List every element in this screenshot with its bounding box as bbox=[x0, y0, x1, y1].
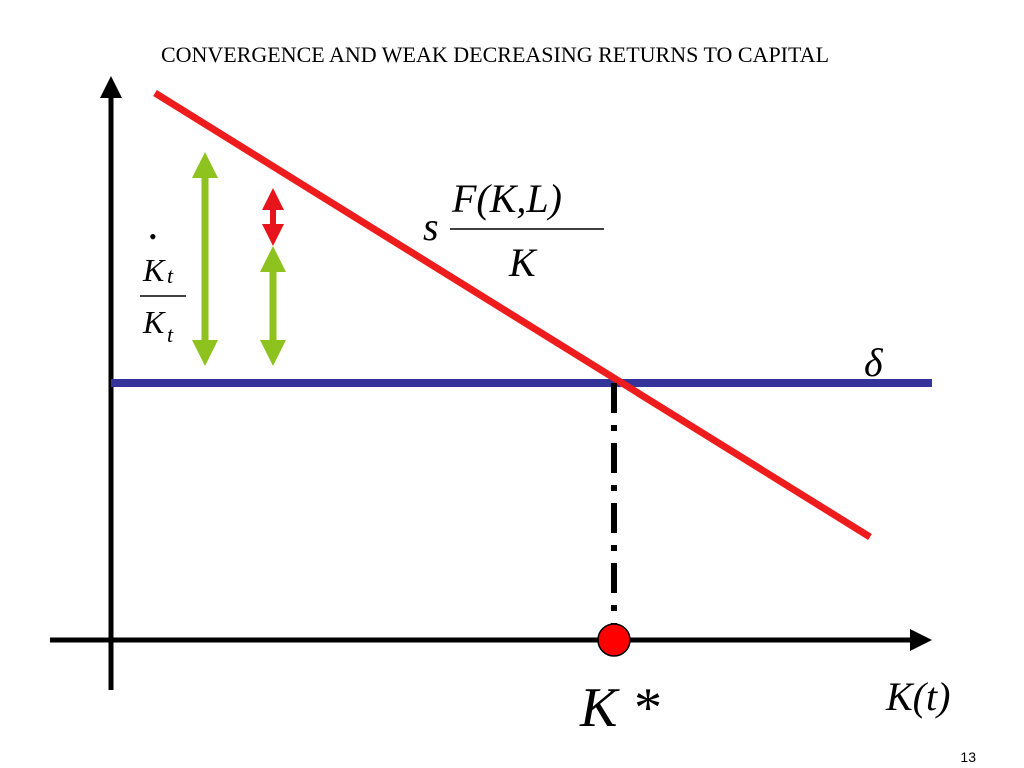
growth-rate-dot: • bbox=[149, 224, 157, 249]
growth-rate-label: • K t K t bbox=[140, 224, 186, 347]
red-double-arrow bbox=[262, 188, 284, 246]
page-number: 13 bbox=[960, 749, 976, 765]
steady-state-label: K * bbox=[579, 677, 659, 739]
growth-rate-denominator: K bbox=[142, 304, 166, 340]
x-axis-label: K(t) bbox=[885, 674, 950, 719]
curve-label-denominator: K bbox=[508, 240, 538, 285]
delta-label: δ bbox=[864, 340, 884, 385]
savings-curve bbox=[153, 90, 872, 540]
curve-label: s F(K,L) K bbox=[423, 176, 604, 285]
curve-label-prefix: s bbox=[423, 204, 439, 249]
x-axis-arrowhead bbox=[910, 629, 932, 651]
green-double-arrow-small bbox=[260, 246, 286, 366]
curve-label-numerator: F(K,L) bbox=[451, 176, 562, 221]
steady-state-point bbox=[597, 623, 631, 657]
growth-rate-denominator-subscript: t bbox=[167, 322, 174, 347]
growth-rate-numerator: K bbox=[142, 252, 166, 288]
y-axis-arrowhead bbox=[100, 76, 122, 98]
growth-rate-numerator-subscript: t bbox=[167, 263, 174, 288]
slide-title: CONVERGENCE AND WEAK DECREASING RETURNS … bbox=[160, 42, 830, 67]
green-double-arrow-large bbox=[192, 152, 218, 366]
